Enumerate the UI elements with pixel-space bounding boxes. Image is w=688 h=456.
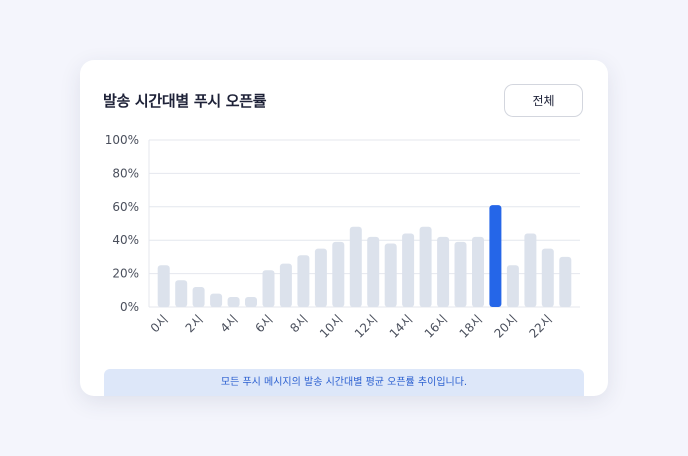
bar bbox=[524, 233, 537, 307]
bar bbox=[262, 270, 275, 307]
x-tick-label: 16시 bbox=[422, 312, 451, 341]
bar bbox=[227, 297, 240, 307]
x-tick-label: 0시 bbox=[148, 312, 171, 335]
x-tick-label: 4시 bbox=[218, 312, 241, 335]
bar bbox=[367, 236, 380, 307]
bar-highlight bbox=[489, 205, 502, 307]
bar bbox=[210, 293, 223, 307]
y-tick-label: 20% bbox=[112, 267, 139, 281]
y-tick-label: 80% bbox=[112, 166, 139, 180]
x-tick-label: 14시 bbox=[387, 312, 416, 341]
bar bbox=[402, 233, 415, 307]
bar bbox=[192, 287, 205, 307]
bar bbox=[384, 243, 397, 307]
x-tick-label: 12시 bbox=[352, 312, 381, 341]
bar bbox=[541, 248, 554, 307]
x-tick-label: 6시 bbox=[252, 312, 275, 335]
chart-footnote: 모든 푸시 메시지의 발송 시간대별 평균 오픈률 추이입니다. bbox=[104, 369, 584, 396]
open-rate-bar-chart: 0% 20% 40% 60% 80% 100% 0시 2시 4시 6시 8시 10시 12시 14시 16시… bbox=[105, 133, 580, 341]
bar bbox=[175, 280, 188, 307]
bar bbox=[297, 255, 310, 307]
x-tick-label: 10시 bbox=[317, 312, 346, 341]
x-tick-label: 22시 bbox=[526, 312, 555, 341]
x-tick-label: 2시 bbox=[183, 312, 206, 335]
bar bbox=[332, 241, 345, 307]
x-tick-label: 8시 bbox=[287, 312, 310, 335]
y-tick-label: 0% bbox=[120, 300, 139, 314]
bar bbox=[454, 241, 467, 307]
x-tick-label: 18시 bbox=[457, 312, 486, 341]
bar bbox=[279, 263, 292, 307]
bar bbox=[559, 256, 572, 307]
bar bbox=[157, 265, 170, 308]
y-tick-label: 60% bbox=[112, 200, 139, 214]
card-title: 발송 시간대별 푸시 오픈률 bbox=[103, 92, 267, 110]
y-tick-label: 100% bbox=[105, 133, 139, 147]
x-tick-label: 20시 bbox=[492, 312, 521, 341]
y-tick-label: 40% bbox=[112, 233, 139, 247]
bar bbox=[437, 236, 450, 307]
bar bbox=[245, 297, 257, 307]
open-rate-card: 발송 시간대별 푸시 오픈률 전체 0% 20% 40% 60% 80% 100% 0시 2시… bbox=[80, 60, 608, 396]
filter-all-button[interactable]: 전체 bbox=[504, 84, 583, 117]
bar bbox=[419, 226, 432, 307]
bar bbox=[314, 248, 327, 307]
bar bbox=[506, 265, 519, 308]
bar bbox=[349, 226, 362, 307]
bar bbox=[472, 236, 484, 307]
